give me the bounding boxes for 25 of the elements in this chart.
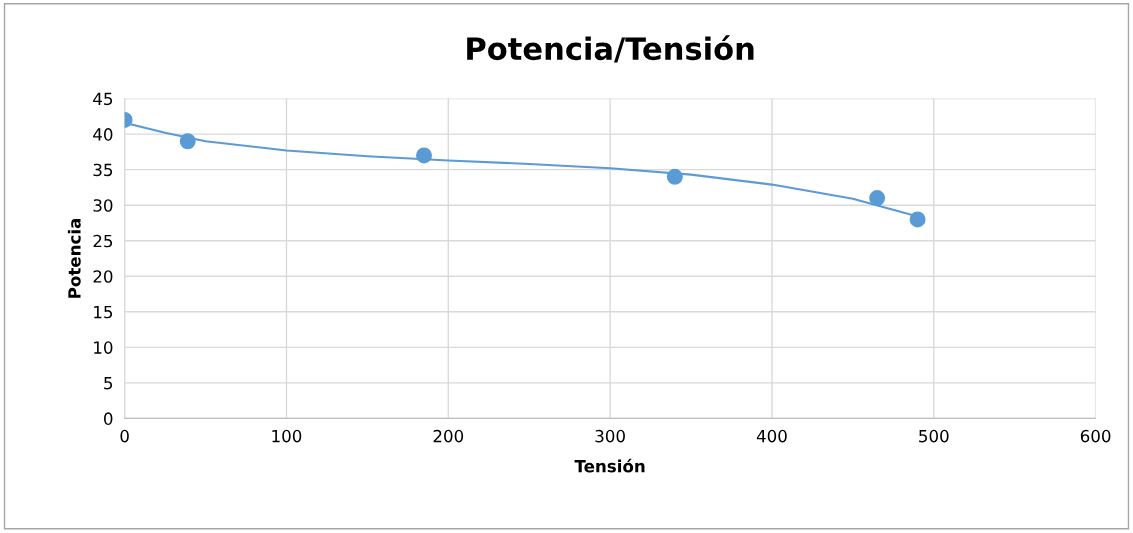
x-tick-label: 400 <box>756 429 787 443</box>
y-tick-label: 10 <box>94 341 113 354</box>
x-tick-label: 500 <box>919 429 949 443</box>
x-tick-label: 600 <box>1080 429 1111 443</box>
point <box>909 211 926 228</box>
chart-title: Potencia/Tensión <box>467 35 754 63</box>
y-axis-title: Potencia <box>67 219 81 298</box>
y-tick-label: 35 <box>93 163 113 177</box>
y-tick-label: 20 <box>93 270 113 283</box>
y-tick-label: 5 <box>104 377 113 390</box>
point <box>179 133 196 150</box>
x-axis-title: Tensión <box>574 458 645 473</box>
y-tick-label: 15 <box>94 305 113 319</box>
y-tick-label: 40 <box>93 128 113 141</box>
y-tick-label: 45 <box>93 92 113 106</box>
y-tick-label: 30 <box>93 199 113 212</box>
y-tick-label: 0 <box>104 412 113 425</box>
x-tick-label: 0 <box>120 429 129 443</box>
x-tick-label: 300 <box>595 429 625 443</box>
y-tick-label: 25 <box>93 234 113 248</box>
x-tick-label: 200 <box>433 429 464 443</box>
point <box>666 168 683 185</box>
point <box>869 190 886 207</box>
x-tick-label: 100 <box>272 429 302 443</box>
point <box>416 147 432 164</box>
